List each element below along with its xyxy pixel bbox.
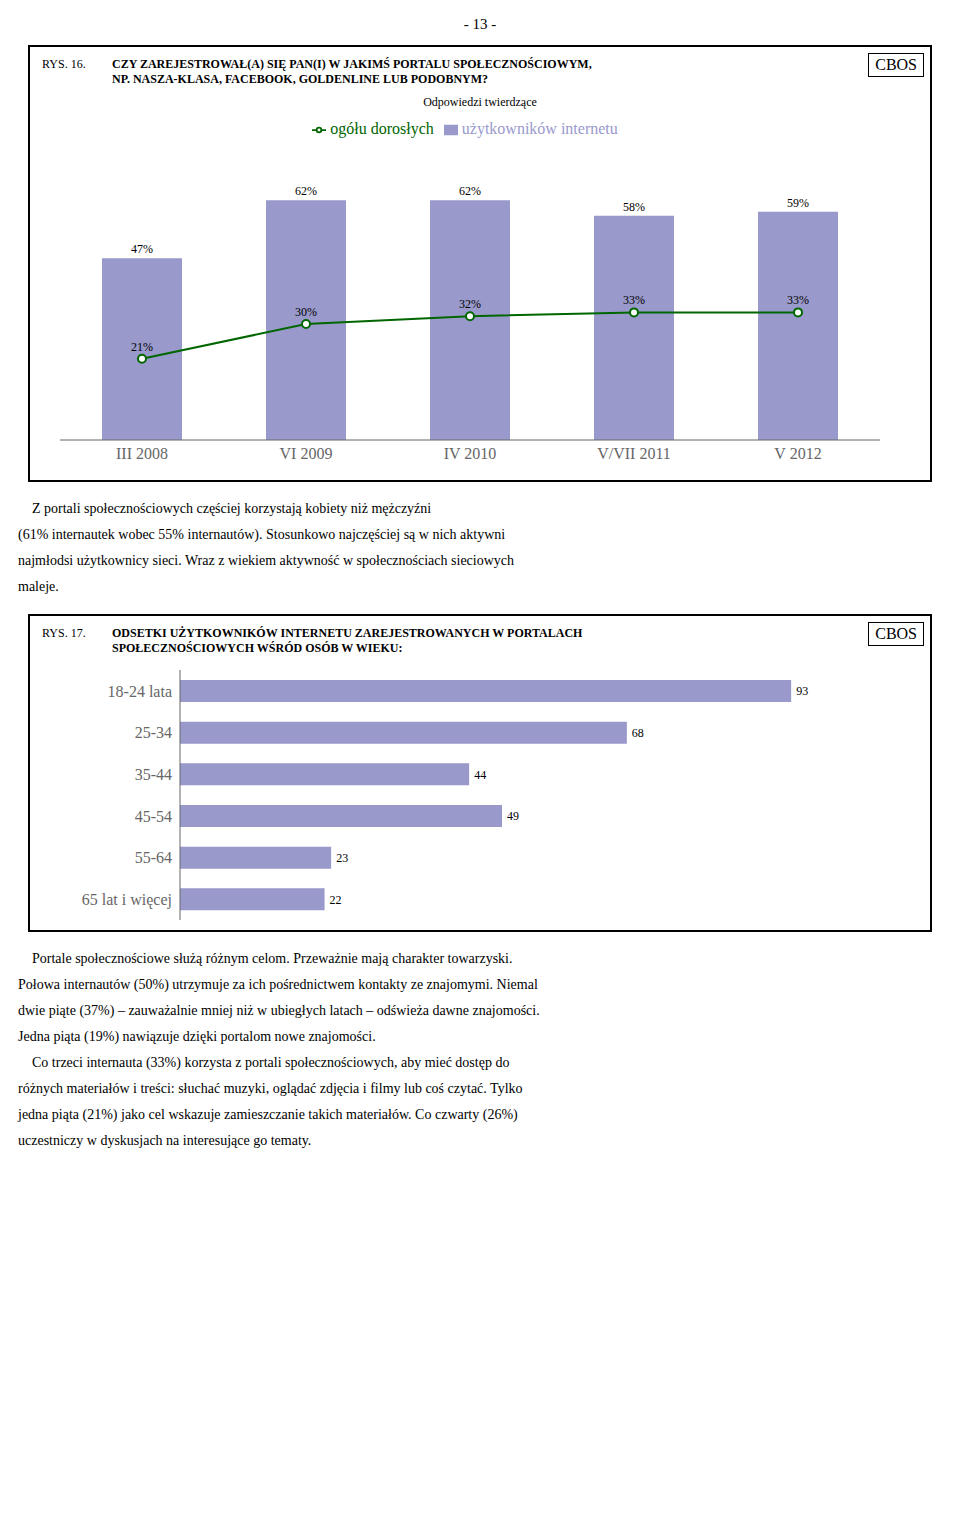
svg-text:68: 68 — [632, 726, 644, 740]
svg-text:45-54: 45-54 — [135, 808, 172, 825]
svg-text:58%: 58% — [623, 200, 645, 214]
html-text:Połowa internautów (50%) utrzy: Połowa internautów (50%) utrzymuje za ic… — [18, 977, 538, 992]
svg-text:III 2008: III 2008 — [116, 445, 168, 462]
svg-text:93: 93 — [796, 684, 808, 698]
html-text:różnych materiałów i treści: s: różnych materiałów i treści: słuchać muz… — [18, 1081, 523, 1096]
html-text:Jedna piąta (19%) nawiązuje dz: Jedna piąta (19%) nawiązuje dzięki porta… — [18, 1029, 376, 1044]
html-text:(61% internautek wobec 55% int: (61% internautek wobec 55% internautów).… — [18, 527, 506, 542]
svg-text:21%: 21% — [131, 340, 153, 354]
html-text:najmłodsi użytkownicy sieci. W: najmłodsi użytkownicy sieci. Wraz z wiek… — [18, 553, 514, 568]
svg-text:18-24 lata: 18-24 lata — [108, 683, 172, 700]
svg-text:65 lat i więcej: 65 lat i więcej — [82, 891, 172, 909]
html-text:Portale społecznościowe służą: Portale społecznościowe służą różnym cel… — [18, 951, 513, 966]
svg-text:62%: 62% — [459, 184, 481, 198]
svg-text:33%: 33% — [787, 293, 809, 307]
svg-text:22: 22 — [330, 893, 342, 907]
svg-text:IV 2010: IV 2010 — [444, 445, 497, 462]
svg-text:30%: 30% — [295, 305, 317, 319]
html-text:uczestniczy w dyskusjach na in: uczestniczy w dyskusjach na interesujące… — [18, 1133, 312, 1148]
html-text:ogółu dorosłych: ogółu dorosłych — [330, 120, 434, 137]
html-text:Co trzeci internauta (33%) kor: Co trzeci internauta (33%) korzysta z po… — [18, 1055, 510, 1070]
svg-text:59%: 59% — [787, 196, 809, 210]
svg-text:V/VII 2011: V/VII 2011 — [597, 445, 671, 462]
svg-text:44: 44 — [474, 768, 486, 782]
svg-text:35-44: 35-44 — [135, 766, 172, 783]
svg-text:33%: 33% — [623, 293, 645, 307]
html-text:maleje.: maleje. — [18, 579, 59, 594]
html-text:Odpowiedzi twierdzące: Odpowiedzi twierdzące — [423, 95, 537, 109]
svg-text:47%: 47% — [131, 242, 153, 256]
svg-text:25-34: 25-34 — [135, 724, 172, 741]
html-text:CBOS: CBOS — [875, 56, 917, 73]
svg-text:V 2012: V 2012 — [774, 445, 821, 462]
html-text:RYS. 16.: RYS. 16. — [42, 57, 86, 71]
html-text:SPOŁECZNOŚCIOWYCH WŚRÓD OSÓB W: SPOŁECZNOŚCIOWYCH WŚRÓD OSÓB W WIEKU: — [112, 641, 403, 655]
svg-text:32%: 32% — [459, 297, 481, 311]
html-text:RYS. 17.: RYS. 17. — [42, 626, 86, 640]
html-text:CBOS: CBOS — [875, 625, 917, 642]
svg-text:49: 49 — [507, 809, 519, 823]
svg-text:55-64: 55-64 — [135, 849, 172, 866]
html-text:- 13 -: - 13 - — [463, 16, 497, 32]
html-text:CZY ZAREJESTROWAŁ(A) SIĘ PAN(I: CZY ZAREJESTROWAŁ(A) SIĘ PAN(I) W JAKIMŚ… — [112, 57, 592, 71]
svg-text:23: 23 — [336, 851, 348, 865]
svg-text:VI 2009: VI 2009 — [280, 445, 333, 462]
html-text:użytkowników internetu: użytkowników internetu — [461, 120, 618, 137]
html-text:ODSETKI UŻYTKOWNIKÓW INTERNETU: ODSETKI UŻYTKOWNIKÓW INTERNETU ZAREJESTR… — [112, 626, 583, 640]
html-text:NP. NASZA-KLASA, FACEBOOK, GOL: NP. NASZA-KLASA, FACEBOOK, GOLDENLINE LU… — [112, 72, 488, 86]
svg-text:62%: 62% — [295, 184, 317, 198]
html-text:dwie piąte (37%) – zauważalnie: dwie piąte (37%) – zauważalnie mniej niż… — [18, 1003, 540, 1018]
html-text:jedna piąta (21%) jako cel wsk: jedna piąta (21%) jako cel wskazuje zami… — [18, 1107, 518, 1122]
html-text:Z portali społecznościowych cz: Z portali społecznościowych częściej kor… — [18, 501, 432, 516]
